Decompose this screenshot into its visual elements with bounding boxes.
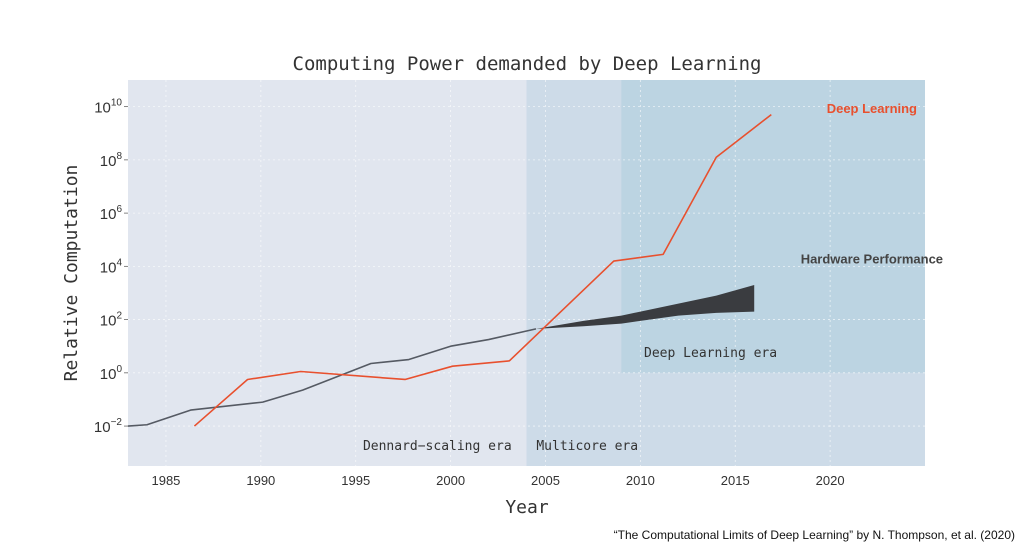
- x-axis-ticks: 1985 1990 1995 2000 2005 2010 2015 2020: [151, 473, 844, 488]
- x-tick-2000: 2000: [436, 473, 465, 488]
- y-tick-2: 102: [100, 311, 123, 330]
- deep-learning-era-region: [621, 80, 925, 373]
- hardware-performance-band: [535, 284, 755, 329]
- dennard-scaling-era-label: Dennard−scaling era: [363, 439, 512, 454]
- plot-area: Dennard−scaling era Multicore era Deep Lea…: [127, 80, 943, 466]
- y-axis-ticks: 10−2 100 102 104 106 108 1010: [94, 98, 128, 436]
- chart-title: Computing Power demanded by Deep Learnin…: [293, 53, 762, 75]
- deep-learning-line: [193, 113, 772, 427]
- citation-caption: “The Computational Limits of Deep Learni…: [614, 528, 1015, 542]
- y-tick-8: 108: [100, 151, 123, 170]
- x-tick-2020: 2020: [816, 473, 845, 488]
- y-tick-10: 1010: [94, 98, 122, 117]
- x-axis-label: Year: [505, 497, 549, 518]
- series-lines: [127, 113, 772, 427]
- x-tick-1995: 1995: [341, 473, 370, 488]
- y-tick-6: 106: [100, 204, 123, 223]
- y-tick--2: 10−2: [94, 417, 123, 436]
- deep-learning-era-label: Deep Learning era: [644, 346, 777, 361]
- dennard-scaling-era-region: [128, 80, 527, 466]
- y-tick-4: 104: [100, 257, 123, 276]
- era-regions: [128, 80, 925, 466]
- hardware-performance-label: Hardware Performance: [801, 251, 943, 266]
- x-tick-2005: 2005: [531, 473, 560, 488]
- deep-learning-label: Deep Learning: [827, 101, 917, 116]
- series-labels: Deep Learning Hardware Performance: [801, 101, 943, 266]
- y-tick-0: 100: [100, 364, 123, 383]
- x-tick-2015: 2015: [721, 473, 750, 488]
- x-tick-2010: 2010: [626, 473, 655, 488]
- y-axis-label: Relative Computation: [61, 165, 82, 382]
- era-labels: Dennard−scaling era Multicore era Deep Lea…: [363, 346, 777, 454]
- hardware-performance-band-area: [535, 284, 755, 329]
- x-tick-1990: 1990: [246, 473, 275, 488]
- hardware-performance-line: [127, 328, 537, 427]
- x-tick-1985: 1985: [151, 473, 180, 488]
- multicore-era-label: Multicore era: [536, 439, 638, 454]
